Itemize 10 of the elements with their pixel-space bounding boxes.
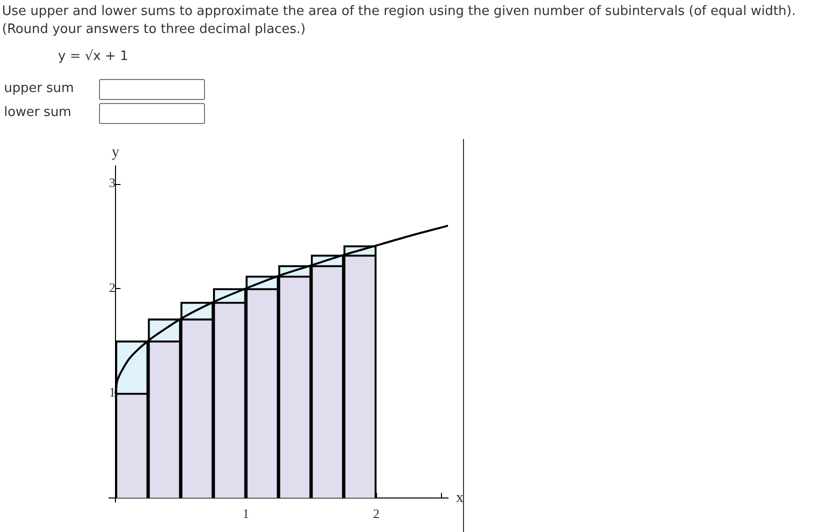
x-axis-title: x — [456, 490, 464, 506]
text: y = √x + 1 — [58, 48, 128, 66]
y-tick-label: 1 — [109, 384, 116, 400]
y-tick-label: 3 — [109, 175, 116, 190]
y-axis-title: y — [112, 144, 120, 160]
chart-subtitle: (Round your answers to three decimal places.) — [2, 21, 306, 39]
text: lower sum — [4, 104, 72, 122]
text: upper sum — [4, 80, 74, 98]
y-tick-label: 2 — [109, 280, 116, 295]
chart-title: Use upper and lower sums to approximate the area of the region using the given number of subintervals (of equal width). — [2, 3, 796, 21]
